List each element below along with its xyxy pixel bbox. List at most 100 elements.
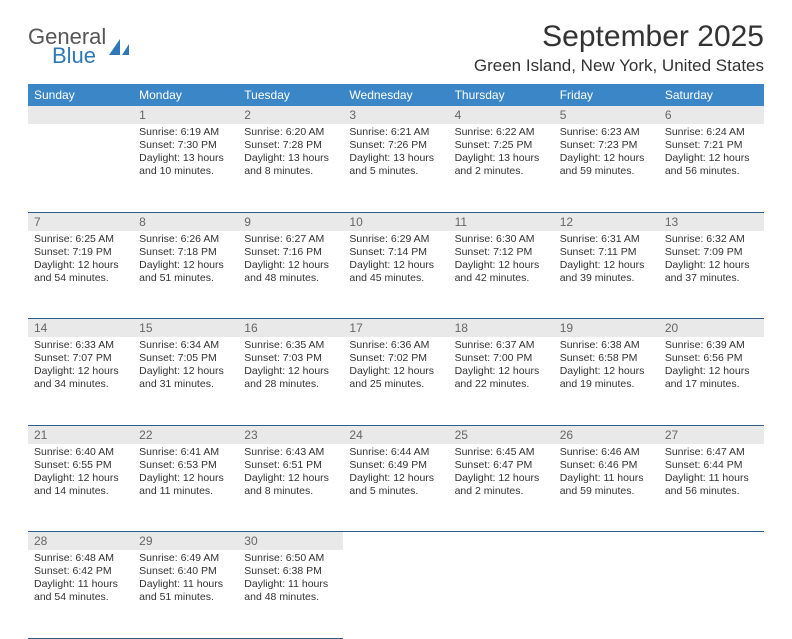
week-row: Sunrise: 6:19 AMSunset: 7:30 PMDaylight:…: [28, 124, 764, 212]
sunset-text: Sunset: 7:30 PM: [139, 139, 232, 152]
sunset-text: Sunset: 6:58 PM: [560, 352, 653, 365]
sunrise-text: Sunrise: 6:22 AM: [455, 126, 548, 139]
daylight-text: Daylight: 12 hours and 54 minutes.: [34, 259, 127, 285]
sunrise-text: Sunrise: 6:34 AM: [139, 339, 232, 352]
daylight-text: Daylight: 12 hours and 42 minutes.: [455, 259, 548, 285]
daylight-text: Daylight: 12 hours and 39 minutes.: [560, 259, 653, 285]
dayname-header: Thursday: [449, 84, 554, 106]
sunrise-text: Sunrise: 6:38 AM: [560, 339, 653, 352]
brand-sail-icon: [109, 39, 129, 55]
dayname-header: Saturday: [659, 84, 764, 106]
daylight-text: Daylight: 13 hours and 10 minutes.: [139, 152, 232, 178]
daylight-text: Daylight: 11 hours and 51 minutes.: [139, 578, 232, 604]
day-number-cell: 17: [343, 319, 448, 338]
day-number-cell: 9: [238, 212, 343, 231]
day-number-cell: 16: [238, 319, 343, 338]
sunrise-text: Sunrise: 6:24 AM: [665, 126, 758, 139]
day-cell: Sunrise: 6:34 AMSunset: 7:05 PMDaylight:…: [133, 337, 238, 425]
sunset-text: Sunset: 6:55 PM: [34, 459, 127, 472]
day-number-cell: [659, 532, 764, 551]
day-number-cell: 15: [133, 319, 238, 338]
day-number-cell: 21: [28, 425, 133, 444]
day-cell: Sunrise: 6:21 AMSunset: 7:26 PMDaylight:…: [343, 124, 448, 212]
sunrise-text: Sunrise: 6:47 AM: [665, 446, 758, 459]
sunset-text: Sunset: 6:47 PM: [455, 459, 548, 472]
dayname-header: Tuesday: [238, 84, 343, 106]
sunrise-text: Sunrise: 6:45 AM: [455, 446, 548, 459]
day-number-cell: [449, 532, 554, 551]
sunset-text: Sunset: 6:49 PM: [349, 459, 442, 472]
sunrise-text: Sunrise: 6:41 AM: [139, 446, 232, 459]
sunrise-text: Sunrise: 6:35 AM: [244, 339, 337, 352]
day-number-cell: 5: [554, 106, 659, 124]
day-cell: [343, 550, 448, 638]
daynum-row: 21222324252627: [28, 425, 764, 444]
day-number-cell: 11: [449, 212, 554, 231]
daylight-text: Daylight: 12 hours and 48 minutes.: [244, 259, 337, 285]
daylight-text: Daylight: 12 hours and 31 minutes.: [139, 365, 232, 391]
day-cell: Sunrise: 6:30 AMSunset: 7:12 PMDaylight:…: [449, 231, 554, 319]
day-cell: Sunrise: 6:20 AMSunset: 7:28 PMDaylight:…: [238, 124, 343, 212]
dayname-header: Monday: [133, 84, 238, 106]
sunrise-text: Sunrise: 6:37 AM: [455, 339, 548, 352]
day-cell: Sunrise: 6:38 AMSunset: 6:58 PMDaylight:…: [554, 337, 659, 425]
day-cell: Sunrise: 6:46 AMSunset: 6:46 PMDaylight:…: [554, 444, 659, 532]
day-cell: Sunrise: 6:27 AMSunset: 7:16 PMDaylight:…: [238, 231, 343, 319]
sunset-text: Sunset: 6:53 PM: [139, 459, 232, 472]
day-number-cell: 8: [133, 212, 238, 231]
day-cell: Sunrise: 6:37 AMSunset: 7:00 PMDaylight:…: [449, 337, 554, 425]
day-cell: [28, 124, 133, 212]
sunrise-text: Sunrise: 6:33 AM: [34, 339, 127, 352]
day-number-cell: 10: [343, 212, 448, 231]
dayname-header-row: SundayMondayTuesdayWednesdayThursdayFrid…: [28, 84, 764, 106]
day-cell: [449, 550, 554, 638]
week-row: Sunrise: 6:33 AMSunset: 7:07 PMDaylight:…: [28, 337, 764, 425]
sunset-text: Sunset: 7:28 PM: [244, 139, 337, 152]
day-number-cell: 2: [238, 106, 343, 124]
daylight-text: Daylight: 12 hours and 45 minutes.: [349, 259, 442, 285]
daynum-row: 78910111213: [28, 212, 764, 231]
day-number-cell: 27: [659, 425, 764, 444]
daylight-text: Daylight: 12 hours and 14 minutes.: [34, 472, 127, 498]
sunrise-text: Sunrise: 6:26 AM: [139, 233, 232, 246]
dayname-header: Friday: [554, 84, 659, 106]
day-cell: Sunrise: 6:23 AMSunset: 7:23 PMDaylight:…: [554, 124, 659, 212]
daylight-text: Daylight: 13 hours and 8 minutes.: [244, 152, 337, 178]
month-title: September 2025: [474, 20, 764, 54]
day-cell: Sunrise: 6:35 AMSunset: 7:03 PMDaylight:…: [238, 337, 343, 425]
week-row: Sunrise: 6:48 AMSunset: 6:42 PMDaylight:…: [28, 550, 764, 638]
day-cell: Sunrise: 6:24 AMSunset: 7:21 PMDaylight:…: [659, 124, 764, 212]
day-number-cell: 29: [133, 532, 238, 551]
brand-logo: General Blue: [28, 26, 129, 67]
day-number-cell: 1: [133, 106, 238, 124]
daynum-row: 14151617181920: [28, 319, 764, 338]
calendar-table: SundayMondayTuesdayWednesdayThursdayFrid…: [28, 84, 764, 639]
day-cell: Sunrise: 6:43 AMSunset: 6:51 PMDaylight:…: [238, 444, 343, 532]
day-number-cell: 20: [659, 319, 764, 338]
daylight-text: Daylight: 11 hours and 56 minutes.: [665, 472, 758, 498]
day-number-cell: 18: [449, 319, 554, 338]
day-cell: Sunrise: 6:45 AMSunset: 6:47 PMDaylight:…: [449, 444, 554, 532]
day-cell: Sunrise: 6:32 AMSunset: 7:09 PMDaylight:…: [659, 231, 764, 319]
day-number-cell: 22: [133, 425, 238, 444]
sunset-text: Sunset: 6:51 PM: [244, 459, 337, 472]
day-cell: Sunrise: 6:48 AMSunset: 6:42 PMDaylight:…: [28, 550, 133, 638]
sunset-text: Sunset: 7:19 PM: [34, 246, 127, 259]
day-number-cell: 28: [28, 532, 133, 551]
week-row: Sunrise: 6:40 AMSunset: 6:55 PMDaylight:…: [28, 444, 764, 532]
daylight-text: Daylight: 13 hours and 2 minutes.: [455, 152, 548, 178]
daynum-row: 282930: [28, 532, 764, 551]
day-number-cell: 19: [554, 319, 659, 338]
sunset-text: Sunset: 6:56 PM: [665, 352, 758, 365]
daylight-text: Daylight: 12 hours and 2 minutes.: [455, 472, 548, 498]
daylight-text: Daylight: 13 hours and 5 minutes.: [349, 152, 442, 178]
day-cell: Sunrise: 6:25 AMSunset: 7:19 PMDaylight:…: [28, 231, 133, 319]
sunset-text: Sunset: 6:46 PM: [560, 459, 653, 472]
day-cell: Sunrise: 6:26 AMSunset: 7:18 PMDaylight:…: [133, 231, 238, 319]
daylight-text: Daylight: 12 hours and 11 minutes.: [139, 472, 232, 498]
sunrise-text: Sunrise: 6:36 AM: [349, 339, 442, 352]
sunrise-text: Sunrise: 6:25 AM: [34, 233, 127, 246]
sunset-text: Sunset: 7:05 PM: [139, 352, 232, 365]
daylight-text: Daylight: 12 hours and 17 minutes.: [665, 365, 758, 391]
day-cell: Sunrise: 6:44 AMSunset: 6:49 PMDaylight:…: [343, 444, 448, 532]
